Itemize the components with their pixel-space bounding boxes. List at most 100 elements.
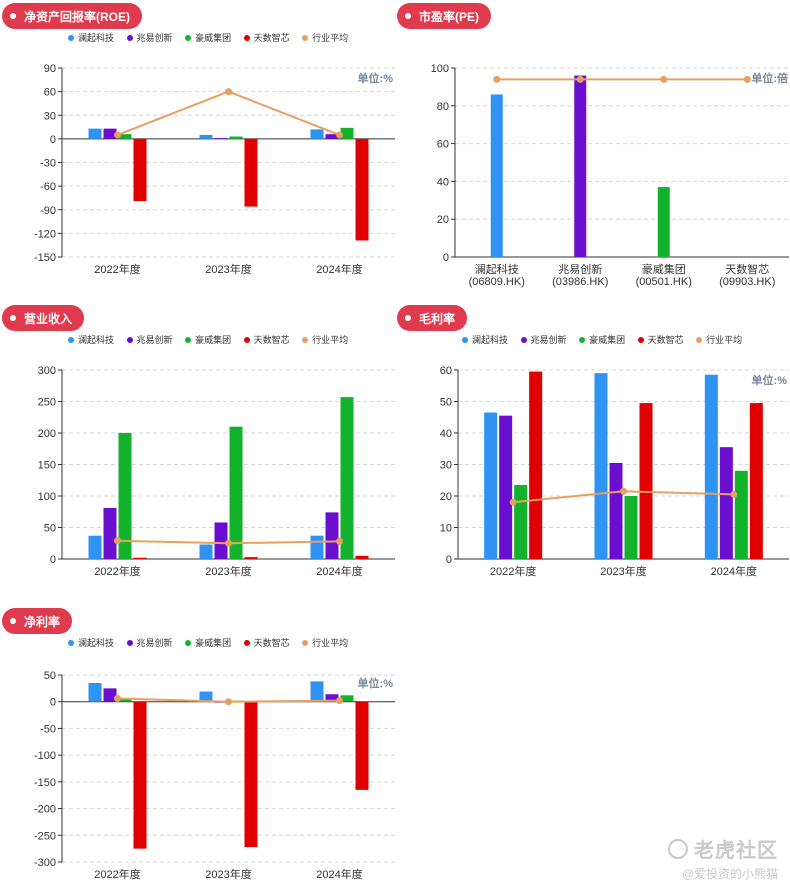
y-tick-label: -120 — [34, 228, 56, 240]
legend-item[interactable]: 兆易创新 — [126, 636, 173, 649]
average-point — [225, 698, 232, 706]
bar — [325, 512, 339, 559]
legend-label: 澜起科技 — [78, 335, 115, 345]
bar — [310, 129, 324, 139]
y-tick-label: 250 — [38, 397, 56, 409]
x-tick-label: 2024年度 — [316, 564, 362, 578]
legend-item[interactable]: 澜起科技 — [68, 333, 114, 346]
legend-label: 天数智芯 — [253, 638, 290, 648]
x-tick-label: 澜起科技 — [475, 262, 519, 276]
legend-item[interactable]: 澜起科技 — [462, 333, 508, 346]
chart-title-pill: 市盈率(PE) — [397, 3, 492, 29]
bar — [229, 136, 243, 139]
x-tick-label: 2023年度 — [600, 564, 646, 578]
legend-label: 豪威集团 — [195, 33, 232, 43]
legend-item[interactable]: 天数智芯 — [637, 333, 684, 346]
bar — [355, 138, 369, 241]
bar — [325, 694, 339, 702]
y-tick-label: 200 — [38, 428, 56, 440]
legend-item[interactable]: 天数智芯 — [243, 333, 290, 346]
legend-marker — [126, 639, 133, 646]
average-point — [336, 697, 343, 705]
legend-marker — [462, 336, 468, 343]
legend-marker — [302, 336, 309, 343]
bar — [490, 94, 503, 258]
chart-revenue: 300 250 200 150 100 50 0 2022年度 2023年度 2024年度 — [38, 365, 395, 578]
x-tick-label: (06809.HK) — [469, 276, 525, 288]
legend-label: 行业平均 — [706, 335, 743, 345]
x-tick-label: 2024年度 — [711, 564, 757, 578]
watermark-brand: 老虎社区 — [694, 840, 778, 862]
legend-item[interactable]: 行业平均 — [302, 636, 348, 649]
y-tick-label: 100 — [38, 491, 56, 503]
bar — [340, 397, 354, 559]
legend-item[interactable]: 兆易创新 — [520, 333, 567, 346]
unit-label: 单位:% — [752, 373, 788, 387]
y-tick-label: 30 — [44, 110, 56, 122]
y-tick-label: 50 — [440, 397, 452, 409]
legend-item[interactable]: 豪威集团 — [185, 333, 231, 346]
bar — [355, 555, 369, 559]
x-tick-label: 2023年度 — [205, 564, 251, 578]
y-tick-label: 150 — [38, 460, 56, 472]
legend: 澜起科技 兆易创新 豪威集团 天数智芯 行业平均 — [462, 333, 752, 347]
legend-label: 豪威集团 — [195, 335, 232, 345]
bar — [199, 544, 213, 559]
bar — [340, 695, 354, 702]
legend-item[interactable]: 豪威集团 — [185, 31, 231, 44]
bar — [214, 522, 228, 559]
legend-marker — [185, 639, 192, 646]
legend-item[interactable]: 兆易创新 — [126, 31, 173, 44]
y-tick-label: -300 — [34, 857, 56, 869]
bar — [133, 138, 147, 202]
y-tick-label: -60 — [40, 181, 56, 193]
legend-item[interactable]: 豪威集团 — [579, 333, 625, 346]
legend-label: 澜起科技 — [472, 335, 509, 345]
bar — [749, 403, 763, 559]
y-tick-label: -200 — [34, 804, 56, 816]
legend-item[interactable]: 行业平均 — [302, 333, 348, 346]
legend-marker — [302, 34, 309, 41]
bullet-dot — [10, 618, 16, 624]
panel-roe: 净资产回报率(ROE) 澜起科技 兆易创新 豪威集团 天数智芯 行业平均 — [0, 0, 395, 300]
bar — [118, 433, 132, 559]
legend-label: 澜起科技 — [78, 33, 115, 43]
panel-revenue: 营业收入 澜起科技 兆易创新 豪威集团 天数智芯 行业平均 — [0, 302, 395, 602]
bar — [103, 507, 117, 559]
bullet-dot — [405, 13, 411, 19]
x-tick-label: 2024年度 — [316, 867, 362, 881]
x-tick-label: (00501.HK) — [636, 276, 692, 288]
x-tick-label: 2022年度 — [490, 564, 536, 578]
bar — [310, 535, 324, 559]
legend-label: 行业平均 — [312, 335, 349, 345]
average-point — [114, 131, 121, 139]
y-tick-label: -150 — [34, 777, 56, 789]
y-tick-label: 20 — [437, 214, 449, 226]
legend-item[interactable]: 兆易创新 — [126, 333, 173, 346]
legend-label: 行业平均 — [312, 638, 349, 648]
bar — [609, 462, 623, 559]
chart-title-pill: 净利率 — [2, 608, 73, 634]
bar — [657, 187, 670, 257]
legend-marker — [68, 34, 74, 41]
legend-item[interactable]: 天数智芯 — [243, 31, 290, 44]
panel-pe: 市盈率(PE) — [397, 0, 790, 300]
bullet-dot — [10, 13, 16, 19]
legend-marker — [243, 336, 250, 343]
panel-net-margin: 净利率 澜起科技 兆易创新 豪威集团 天数智芯 行业平均 — [0, 605, 395, 892]
legend-item[interactable]: 豪威集团 — [185, 636, 231, 649]
legend-item[interactable]: 天数智芯 — [243, 636, 290, 649]
legend-label: 豪威集团 — [195, 638, 232, 648]
legend-marker — [579, 336, 586, 343]
average-line — [117, 90, 340, 136]
y-tick-label: 60 — [437, 139, 449, 151]
legend-item[interactable]: 澜起科技 — [68, 31, 114, 44]
watermark-logo: 老虎社区 — [668, 834, 778, 863]
legend-item[interactable]: 澜起科技 — [68, 636, 114, 649]
y-tick-label: -150 — [34, 252, 56, 264]
y-tick-label: 0 — [50, 134, 56, 146]
legend-item[interactable]: 行业平均 — [696, 333, 742, 346]
legend-marker — [243, 34, 250, 41]
bar — [133, 557, 147, 559]
legend-item[interactable]: 行业平均 — [302, 31, 348, 44]
